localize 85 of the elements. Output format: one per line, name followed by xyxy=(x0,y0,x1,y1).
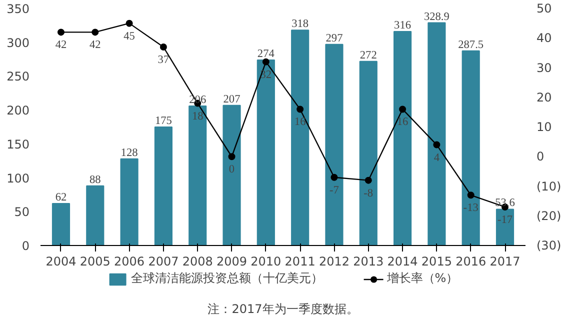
data-label: 16 xyxy=(396,116,409,128)
x-tick-label: 2011 xyxy=(284,254,316,268)
data-label: 128 xyxy=(120,146,138,159)
x-tick-label: 2008 xyxy=(182,254,213,268)
data-label: 62 xyxy=(55,192,67,204)
data-label: 88 xyxy=(89,174,102,186)
x-tick-label: 2016 xyxy=(456,254,486,268)
y-tick-label: 300 xyxy=(6,36,30,50)
point xyxy=(160,44,167,51)
data-label: 297 xyxy=(326,32,344,44)
data-label: 328.9 xyxy=(424,10,450,23)
data-label: 272 xyxy=(360,49,378,62)
point xyxy=(228,153,236,160)
data-label: 0 xyxy=(228,164,235,176)
data-label: 42 xyxy=(89,39,102,52)
x-tick-label: 2010 xyxy=(250,254,282,268)
x-tick-label: 2013 xyxy=(353,254,384,268)
point xyxy=(57,28,64,36)
bar xyxy=(154,126,172,246)
data-label: 175 xyxy=(154,115,172,127)
y-tick-label: 50 xyxy=(14,205,30,220)
point xyxy=(126,20,133,27)
bar xyxy=(120,158,138,246)
y2-tick-label: 0 xyxy=(536,150,544,164)
data-label: 4 xyxy=(434,152,440,164)
point xyxy=(92,28,99,36)
x-tick-label: 2017 xyxy=(490,254,520,268)
x-tick-label: 2012 xyxy=(318,254,350,268)
data-label: 45 xyxy=(124,30,136,42)
bar xyxy=(291,30,310,246)
data-label: -8 xyxy=(364,187,374,200)
point xyxy=(467,192,474,199)
data-label: 316 xyxy=(394,20,412,32)
y2-tick-label: (20) xyxy=(536,208,562,223)
x-tick-label: 2005 xyxy=(80,254,110,268)
bar xyxy=(428,22,446,246)
y-tick-label: 350 xyxy=(6,2,30,16)
x-tick-label: 2004 xyxy=(46,254,76,268)
point xyxy=(399,106,406,113)
y2-tick-label: (30) xyxy=(536,238,562,252)
y2-tick-label: 40 xyxy=(536,31,552,46)
data-label: -7 xyxy=(330,184,340,196)
data-label: 18 xyxy=(192,110,204,122)
x-tick-label: 2015 xyxy=(421,254,452,268)
y2-tick-label: 30 xyxy=(536,60,552,75)
point xyxy=(296,106,304,113)
bar xyxy=(188,106,207,246)
bar xyxy=(256,59,275,246)
legend-label: 全球清洁能源投资总额（十亿美元） xyxy=(130,270,323,287)
bar xyxy=(325,44,344,246)
x-tick-label: 2007 xyxy=(148,254,179,268)
y-tick-label: 0 xyxy=(22,239,30,253)
x-tick-label: 2009 xyxy=(216,254,248,268)
legend-label: 增长率（%） xyxy=(386,270,458,287)
point xyxy=(262,58,270,66)
y2-tick-label: (10) xyxy=(536,179,562,194)
x-tick-label: 2006 xyxy=(114,254,145,268)
x-tick-label: 2014 xyxy=(387,254,418,268)
y-tick-label: 200 xyxy=(6,104,30,118)
bar xyxy=(52,203,70,246)
bar xyxy=(359,60,378,246)
y-tick-label: 150 xyxy=(6,137,30,152)
y-tick-label: 250 xyxy=(6,70,30,84)
data-label: 287.5 xyxy=(458,38,484,51)
bar xyxy=(394,31,412,246)
text: 注：2017年为一季度数据。 xyxy=(208,302,358,316)
y2-tick-label: 20 xyxy=(536,90,552,104)
bar xyxy=(86,185,104,246)
data-label: 37 xyxy=(158,54,170,66)
data-label: -13 xyxy=(463,202,479,214)
data-label: 274 xyxy=(257,48,275,60)
point xyxy=(330,174,338,181)
data-label: -17 xyxy=(497,214,513,226)
point xyxy=(364,176,372,184)
bar xyxy=(462,50,480,246)
data-label: 16 xyxy=(294,116,306,128)
y2-tick-label: 50 xyxy=(536,2,552,16)
data-label: 318 xyxy=(292,18,309,30)
y-tick-label: 100 xyxy=(6,171,30,186)
y2-tick-label: 10 xyxy=(536,120,552,134)
data-label: 207 xyxy=(223,93,241,106)
data-label: 42 xyxy=(55,39,67,52)
bar xyxy=(496,208,514,246)
point xyxy=(433,141,440,148)
bar xyxy=(222,104,241,246)
